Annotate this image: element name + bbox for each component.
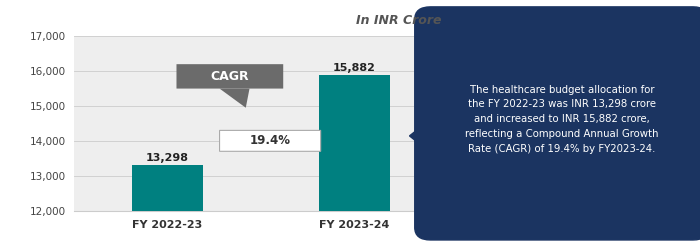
- Bar: [132, 165, 203, 242]
- Polygon shape: [220, 89, 249, 108]
- Text: The healthcare budget allocation for
the FY 2022-23 was INR 13,298 crore
and inc: The healthcare budget allocation for the…: [465, 85, 659, 154]
- Text: In INR Crore: In INR Crore: [356, 14, 441, 27]
- FancyBboxPatch shape: [414, 7, 700, 240]
- Polygon shape: [410, 119, 430, 152]
- FancyBboxPatch shape: [74, 36, 448, 211]
- Text: 15,882: 15,882: [333, 63, 376, 73]
- FancyBboxPatch shape: [176, 64, 284, 89]
- Text: CAGR: CAGR: [211, 70, 249, 83]
- Text: 13,298: 13,298: [146, 153, 188, 163]
- Bar: [318, 75, 390, 242]
- FancyBboxPatch shape: [220, 130, 321, 151]
- Text: 19.4%: 19.4%: [250, 134, 290, 147]
